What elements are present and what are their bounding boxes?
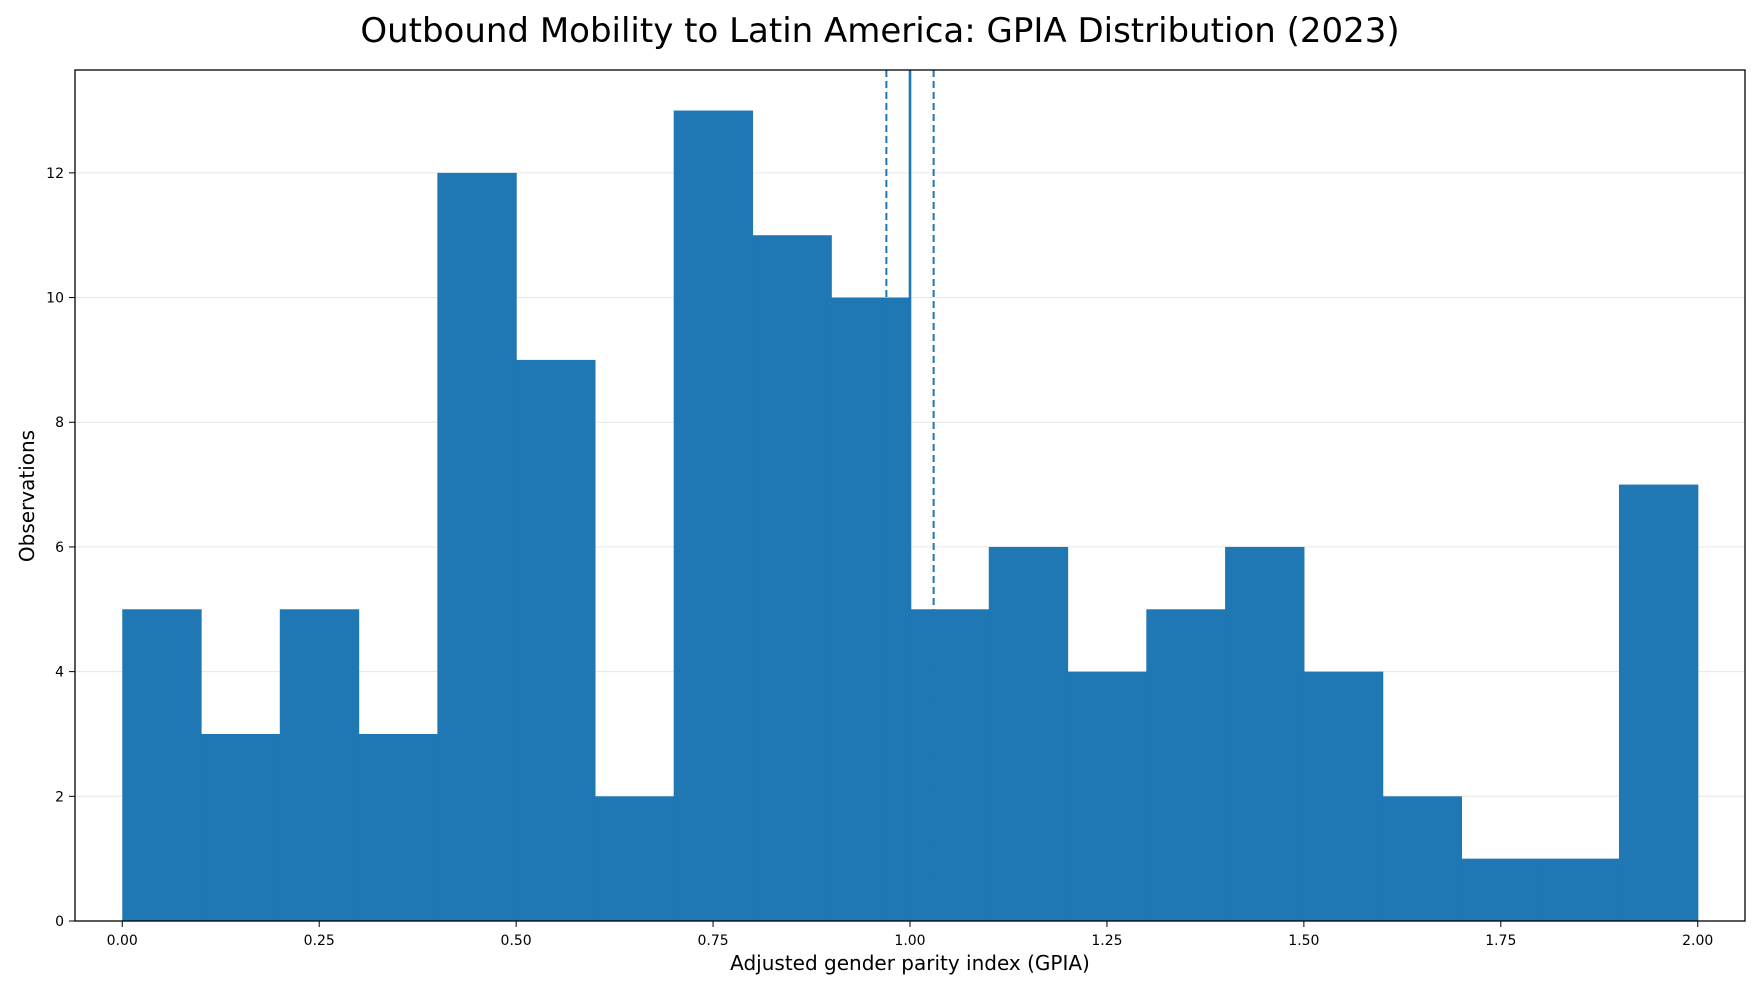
histogram-bar-1 bbox=[201, 733, 281, 921]
histogram-bar-13 bbox=[1146, 609, 1226, 921]
x-tick-label-2: 0.50 bbox=[501, 933, 532, 949]
x-tick-label-6: 1.50 bbox=[1288, 933, 1319, 949]
histogram-bar-2 bbox=[279, 609, 360, 921]
y-axis-title: Observations bbox=[15, 430, 39, 562]
histogram-bar-14 bbox=[1225, 546, 1305, 921]
x-tick-label-0: 0.00 bbox=[107, 933, 138, 949]
histogram-bar-7 bbox=[673, 110, 754, 922]
x-tick-label-1: 0.25 bbox=[304, 933, 335, 949]
x-axis-title: Adjusted gender parity index (GPIA) bbox=[730, 951, 1090, 975]
histogram-bar-8 bbox=[752, 235, 832, 921]
histogram-bar-3 bbox=[358, 733, 438, 921]
histogram-bar-6 bbox=[594, 796, 675, 921]
histogram-bar-16 bbox=[1382, 796, 1463, 921]
histogram-bar-5 bbox=[516, 359, 596, 921]
x-axis-ticks: 0.00 0.25 0.50 0.75 1.00 1.25 1.50 1.75 2.00 bbox=[107, 921, 1713, 949]
histogram-bar-18 bbox=[1540, 858, 1620, 921]
bars-layer bbox=[122, 110, 1699, 922]
y-tick-label-6: 12 bbox=[46, 166, 64, 182]
x-tick-label-7: 1.75 bbox=[1485, 933, 1516, 949]
y-axis-ticks: 0 2 4 6 8 10 12 bbox=[46, 166, 75, 930]
reference-lines-layer bbox=[885, 70, 935, 921]
x-tick-label-3: 0.75 bbox=[697, 933, 728, 949]
y-tick-label-3: 6 bbox=[55, 540, 64, 556]
x-tick-label-5: 1.25 bbox=[1091, 933, 1122, 949]
x-tick-label-8: 2.00 bbox=[1682, 933, 1713, 949]
histogram-bar-4 bbox=[437, 172, 517, 921]
chart-title: Outbound Mobility to Latin America: GPIA… bbox=[360, 11, 1399, 51]
y-tick-label-4: 8 bbox=[55, 415, 64, 431]
histogram-bar-19 bbox=[1618, 484, 1699, 921]
histogram-bar-12 bbox=[1067, 671, 1147, 921]
x-tick-label-4: 1.00 bbox=[894, 933, 925, 949]
histogram-bar-10 bbox=[910, 609, 990, 921]
histogram-bar-11 bbox=[988, 546, 1069, 921]
y-tick-label-1: 2 bbox=[55, 789, 64, 805]
histogram-bar-17 bbox=[1461, 858, 1541, 921]
histogram-bar-9 bbox=[831, 297, 911, 921]
y-tick-label-2: 4 bbox=[55, 665, 64, 681]
y-tick-label-0: 0 bbox=[55, 914, 64, 930]
histogram-bar-15 bbox=[1303, 671, 1384, 921]
histogram-bar-0 bbox=[122, 609, 202, 921]
y-tick-label-5: 10 bbox=[46, 291, 64, 307]
